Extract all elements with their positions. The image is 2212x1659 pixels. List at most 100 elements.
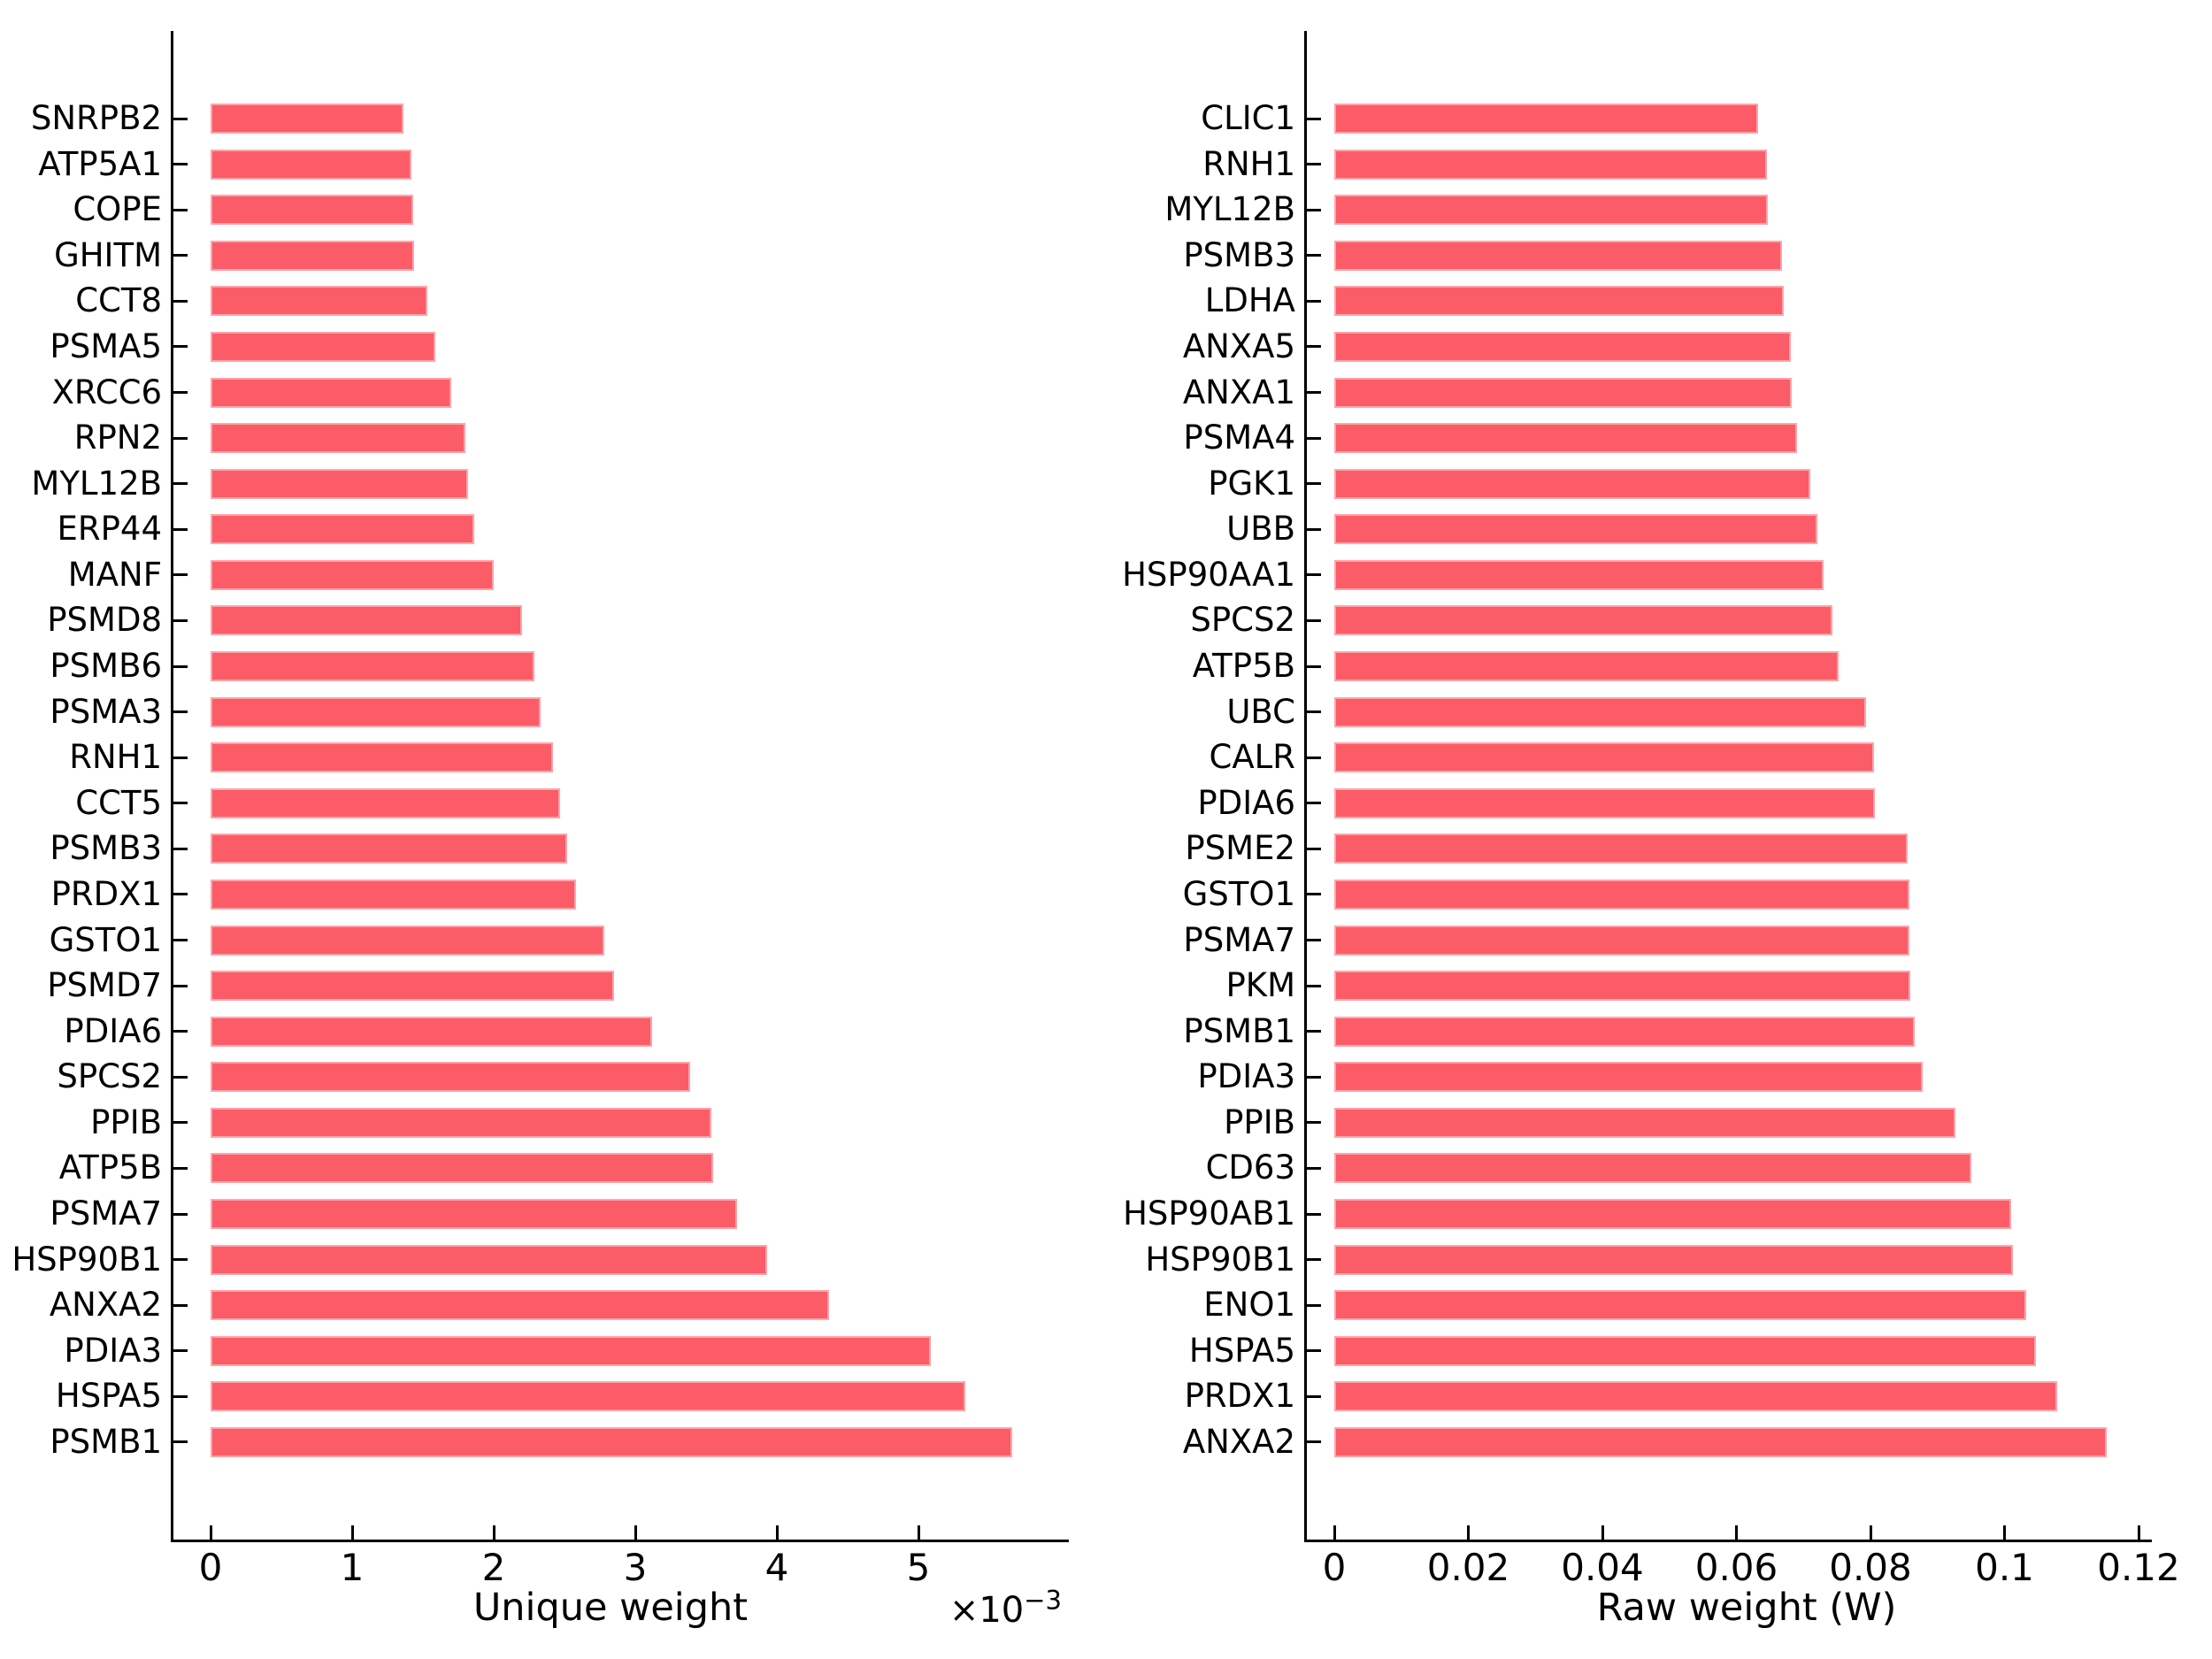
bar bbox=[1334, 514, 1817, 545]
y-tick-label: PSMA7 bbox=[1183, 920, 1295, 959]
x-tick-mark bbox=[350, 1525, 354, 1540]
y-tick-mark bbox=[1307, 618, 1321, 622]
y-tick-label: PSMB3 bbox=[50, 829, 162, 868]
bar bbox=[211, 1153, 713, 1184]
y-tick-mark bbox=[1307, 664, 1321, 668]
y-tick-mark bbox=[173, 391, 188, 395]
y-tick-label: HSP90B1 bbox=[12, 1240, 162, 1279]
y-tick-label: ENO1 bbox=[1203, 1286, 1295, 1325]
bar bbox=[211, 1107, 711, 1138]
y-tick-label: SPCS2 bbox=[1190, 601, 1295, 640]
y-tick-mark bbox=[1307, 710, 1321, 714]
y-tick-mark bbox=[1307, 847, 1321, 850]
y-tick-mark bbox=[173, 436, 188, 440]
x-tick-label: 0 bbox=[1322, 1546, 1347, 1589]
y-tick-label: PSMB1 bbox=[1183, 1011, 1295, 1050]
y-tick-mark bbox=[173, 1303, 188, 1307]
y-tick-label: PPIB bbox=[1224, 1102, 1295, 1141]
bar bbox=[1334, 833, 1908, 864]
x-tick-mark bbox=[1333, 1525, 1336, 1540]
y-tick-label: XRCC6 bbox=[51, 373, 162, 411]
bar bbox=[211, 742, 553, 773]
y-tick-label: CALR bbox=[1209, 738, 1295, 777]
bar bbox=[1334, 559, 1824, 590]
y-axis-spine bbox=[171, 31, 173, 1542]
y-tick-mark bbox=[173, 1121, 188, 1125]
y-tick-mark bbox=[173, 1394, 188, 1398]
x-tick-label: 4 bbox=[764, 1546, 789, 1589]
bar bbox=[211, 286, 427, 317]
y-tick-mark bbox=[1307, 573, 1321, 577]
x-axis-title: Raw weight (W) bbox=[1596, 1586, 1897, 1630]
y-tick-label: PKM bbox=[1225, 966, 1296, 1005]
y-tick-mark bbox=[173, 664, 188, 668]
bar bbox=[1334, 605, 1832, 636]
y-tick-mark bbox=[1307, 345, 1321, 349]
x-tick-label: 0 bbox=[198, 1546, 223, 1589]
bar bbox=[211, 1426, 1012, 1457]
bar bbox=[211, 240, 414, 271]
y-tick-mark bbox=[173, 1440, 188, 1444]
bar bbox=[1334, 1062, 1923, 1093]
y-tick-label: ANXA2 bbox=[49, 1286, 162, 1325]
bar bbox=[211, 423, 465, 454]
y-tick-label: ERP44 bbox=[57, 510, 162, 549]
x-axis-title: Unique weight bbox=[472, 1586, 749, 1630]
bar bbox=[1334, 377, 1792, 408]
y-tick-label: RNH1 bbox=[69, 738, 162, 777]
y-tick-label: PSMD8 bbox=[47, 601, 162, 640]
x-axis-spine bbox=[1304, 1540, 2152, 1542]
x-tick-mark bbox=[1601, 1525, 1604, 1540]
bar bbox=[1334, 1381, 2057, 1412]
bar bbox=[211, 925, 604, 956]
y-tick-mark bbox=[1307, 939, 1321, 942]
bar bbox=[1334, 971, 1910, 1002]
bar bbox=[1334, 240, 1782, 271]
y-tick-mark bbox=[173, 163, 188, 166]
y-tick-label: HSP90AB1 bbox=[1123, 1194, 1295, 1233]
y-tick-label: PGK1 bbox=[1208, 464, 1295, 503]
x-tick-label: 0.08 bbox=[1829, 1546, 1912, 1589]
bar bbox=[211, 468, 468, 499]
y-tick-label: ATP5B bbox=[1192, 647, 1295, 686]
bar bbox=[211, 104, 403, 134]
x-tick-label: 0.1 bbox=[1975, 1546, 2034, 1589]
y-tick-label: PSMB6 bbox=[50, 647, 162, 686]
y-tick-mark bbox=[1307, 802, 1321, 805]
y-tick-mark bbox=[173, 345, 188, 349]
y-tick-mark bbox=[173, 1075, 188, 1079]
y-tick-mark bbox=[1307, 1258, 1321, 1262]
bar bbox=[1334, 1199, 2011, 1230]
bar bbox=[211, 195, 413, 226]
y-tick-mark bbox=[1307, 756, 1321, 759]
y-tick-mark bbox=[1307, 254, 1321, 257]
y-tick-label: PDIA6 bbox=[1197, 783, 1295, 822]
y-tick-label: COPE bbox=[73, 190, 162, 229]
y-tick-label: HSP90AA1 bbox=[1122, 555, 1295, 594]
bar bbox=[211, 605, 522, 636]
y-tick-label: PPIB bbox=[90, 1102, 162, 1141]
y-tick-label: ANXA2 bbox=[1182, 1422, 1295, 1461]
y-tick-mark bbox=[173, 482, 188, 486]
bar bbox=[1334, 1290, 2026, 1321]
bar bbox=[211, 514, 474, 545]
x-tick-label: 2 bbox=[481, 1546, 506, 1589]
y-tick-mark bbox=[173, 847, 188, 850]
y-tick-label: PSMB3 bbox=[1183, 235, 1295, 274]
y-tick-label: ATP5B bbox=[58, 1148, 162, 1187]
bar bbox=[211, 331, 435, 362]
y-tick-label: CD63 bbox=[1205, 1148, 1295, 1187]
x-tick-label: 0.04 bbox=[1561, 1546, 1644, 1589]
y-tick-label: CLIC1 bbox=[1201, 99, 1295, 137]
y-tick-label: MANF bbox=[67, 555, 162, 594]
x-tick-mark bbox=[209, 1525, 212, 1540]
x-tick-mark bbox=[2137, 1525, 2140, 1540]
bar bbox=[1334, 787, 1875, 818]
y-tick-label: ATP5A1 bbox=[38, 144, 162, 183]
x-tick-mark bbox=[492, 1525, 495, 1540]
chart-raw-weight: CLIC1 RNH1 MYL12B PSMB3 LDHA ANXA5 ANXA1 PSMA4 P… bbox=[1106, 0, 2212, 1659]
y-tick-label: HSPA5 bbox=[55, 1377, 162, 1416]
x-tick-label: 0.02 bbox=[1426, 1546, 1510, 1589]
y-tick-label: PSME2 bbox=[1185, 829, 1295, 868]
